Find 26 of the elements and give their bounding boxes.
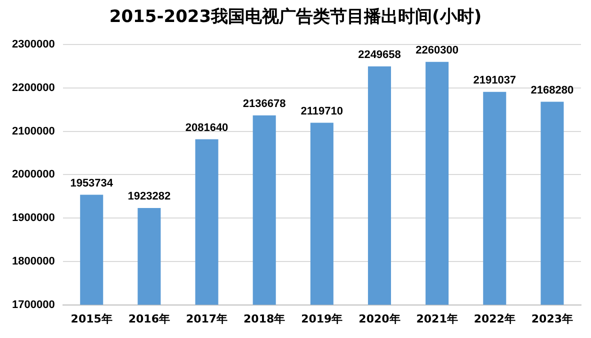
x-tick-label: 2018年 [244, 312, 286, 326]
y-tick-label: 1700000 [12, 298, 55, 311]
y-tick-label: 2300000 [12, 38, 55, 51]
x-tick-label: 2021年 [416, 312, 458, 326]
x-tick-label: 2020年 [358, 312, 400, 326]
data-label: 2260300 [416, 44, 458, 56]
data-label: 2081640 [185, 122, 228, 134]
data-label: 2168280 [530, 84, 574, 96]
x-tick-label: 2019年 [301, 312, 343, 326]
x-tick-label: 2017年 [186, 312, 228, 326]
data-label: 1953734 [70, 177, 114, 190]
y-tick-label: 2100000 [12, 125, 55, 138]
x-tick-label: 2023年 [531, 312, 574, 326]
data-label: 1923282 [128, 190, 171, 202]
data-label: 2191037 [473, 74, 516, 86]
x-tick-label: 2015年 [70, 312, 112, 326]
chart-title: 2015-2023我国电视广告类节目播出时间(小时) [108, 6, 483, 29]
x-tick-label: 2022年 [474, 312, 516, 326]
data-label: 2119710 [300, 105, 344, 118]
data-label: 2249658 [358, 48, 401, 61]
y-tick-label: 1800000 [12, 255, 55, 268]
x-tick-label: 2016年 [128, 312, 170, 326]
y-tick-label: 1900000 [12, 212, 55, 224]
y-tick-label: 2200000 [12, 82, 55, 94]
y-tick-label: 2000000 [12, 168, 55, 181]
data-label: 2136678 [242, 98, 286, 110]
